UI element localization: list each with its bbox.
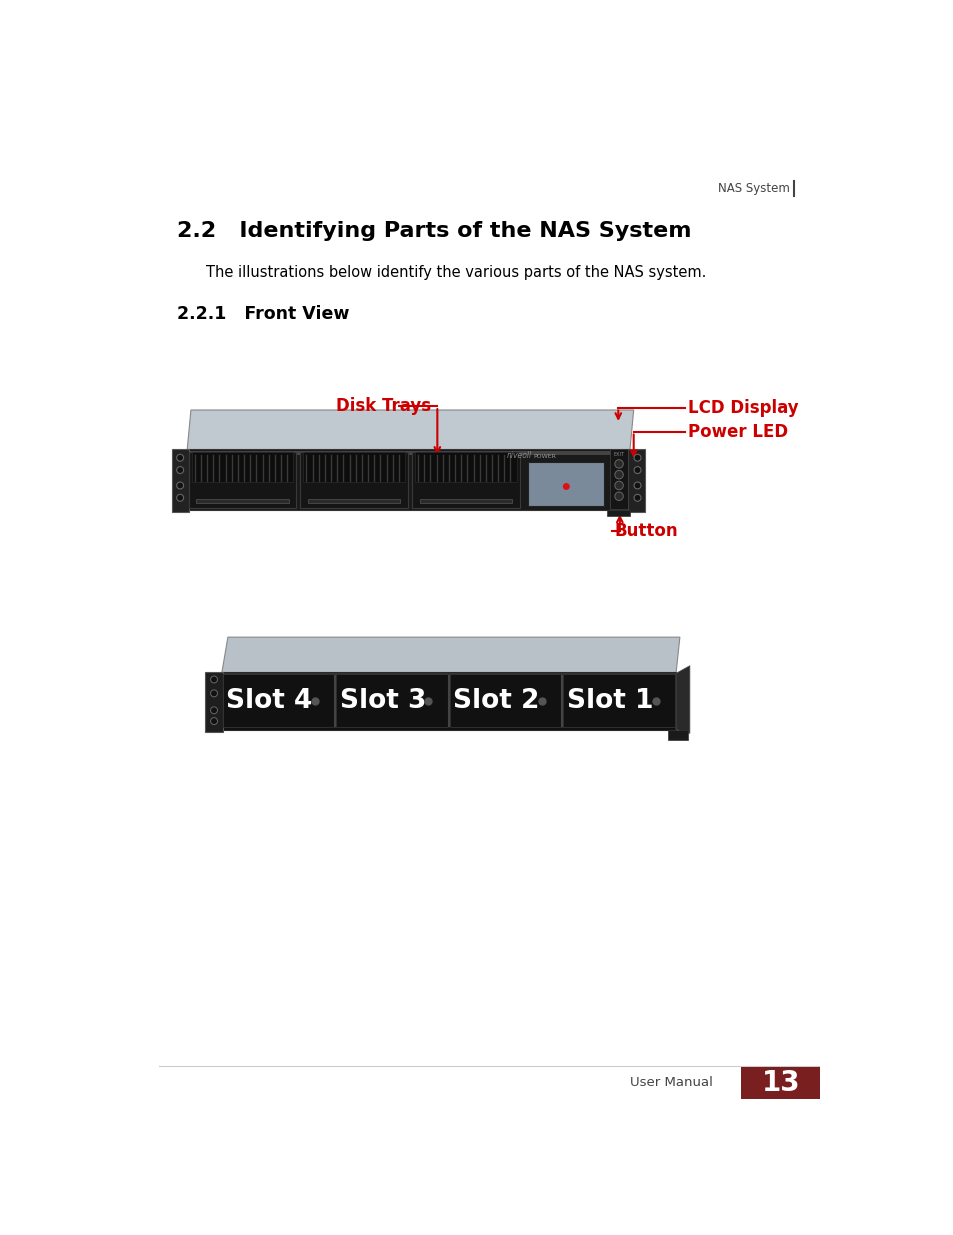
Circle shape	[634, 482, 640, 489]
Text: NAS System: NAS System	[718, 182, 789, 195]
Bar	[609, 448, 628, 509]
Circle shape	[634, 494, 640, 501]
Bar	[172, 448, 189, 513]
Bar	[419, 499, 512, 503]
Text: POWER: POWER	[533, 453, 556, 458]
Polygon shape	[676, 666, 689, 734]
Bar	[221, 672, 676, 730]
Bar	[412, 452, 519, 508]
Text: EXIT: EXIT	[613, 452, 624, 457]
Circle shape	[211, 718, 217, 725]
Bar	[192, 452, 293, 483]
Text: Slot 3: Slot 3	[339, 688, 426, 714]
Circle shape	[176, 454, 183, 461]
Circle shape	[211, 690, 217, 697]
Bar	[196, 499, 289, 503]
Circle shape	[211, 706, 217, 714]
Text: User Manual: User Manual	[630, 1076, 712, 1089]
Bar	[740, 1067, 820, 1099]
Circle shape	[211, 676, 217, 683]
Bar	[187, 448, 629, 510]
Text: niveoll: niveoll	[506, 451, 531, 459]
Text: 2.2   Identifying Parts of the NAS System: 2.2 Identifying Parts of the NAS System	[177, 221, 691, 241]
Bar	[415, 452, 517, 483]
Bar	[205, 672, 223, 732]
Circle shape	[176, 482, 183, 489]
Bar	[562, 674, 675, 727]
Circle shape	[614, 482, 622, 490]
Bar	[187, 451, 629, 454]
Polygon shape	[187, 410, 633, 451]
Circle shape	[614, 459, 622, 468]
Circle shape	[614, 492, 622, 500]
Text: Slot 4: Slot 4	[226, 688, 313, 714]
Text: Button: Button	[614, 522, 678, 540]
Bar	[668, 730, 687, 740]
Circle shape	[634, 467, 640, 473]
Text: Power LED: Power LED	[687, 422, 787, 441]
Bar	[189, 452, 296, 508]
Text: The illustrations below identify the various parts of the NAS system.: The illustrations below identify the var…	[206, 266, 706, 280]
Bar	[221, 673, 676, 677]
Bar	[528, 462, 604, 506]
Circle shape	[562, 483, 569, 490]
Circle shape	[614, 471, 622, 479]
Polygon shape	[221, 637, 679, 673]
Bar	[303, 452, 405, 483]
Circle shape	[634, 454, 640, 461]
Text: 13: 13	[760, 1070, 800, 1097]
Bar	[222, 674, 335, 727]
Bar	[449, 674, 561, 727]
Bar	[606, 510, 629, 516]
Bar	[335, 674, 448, 727]
Bar	[300, 452, 408, 508]
Text: Disk Trays: Disk Trays	[335, 398, 431, 415]
Circle shape	[176, 467, 183, 473]
Text: 2.2.1   Front View: 2.2.1 Front View	[177, 305, 349, 322]
Text: Slot 1: Slot 1	[566, 688, 653, 714]
Bar	[308, 499, 400, 503]
Bar	[628, 448, 644, 513]
Text: Slot 2: Slot 2	[453, 688, 539, 714]
Text: LCD Display: LCD Display	[687, 399, 798, 416]
Circle shape	[176, 494, 183, 501]
